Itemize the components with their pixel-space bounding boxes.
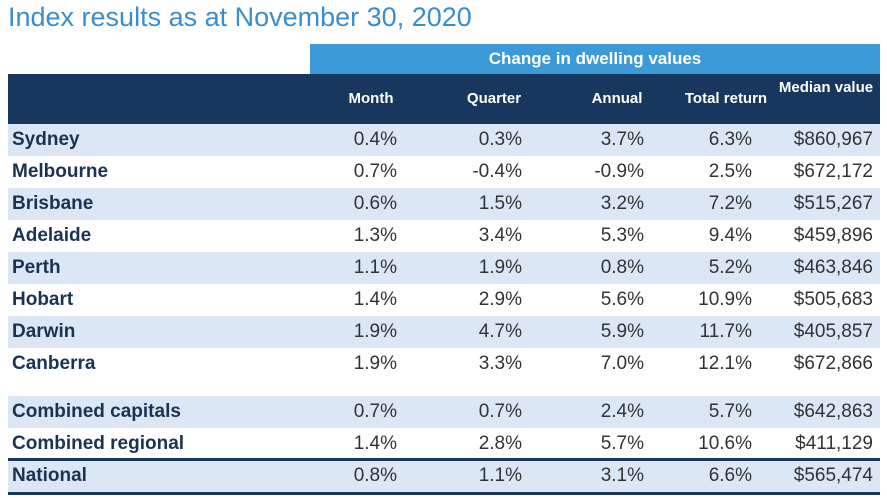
cell: 0.3% bbox=[478, 129, 522, 150]
cell: 3.4% bbox=[478, 225, 522, 246]
cell: 0.7% bbox=[478, 401, 522, 422]
table-row: Canberra 1.9% 3.3% 7.0% 12.1% $672,866 bbox=[8, 348, 880, 380]
cell: 0.8% bbox=[600, 257, 644, 278]
cell: 3.3% bbox=[478, 353, 522, 374]
cell: 1.4% bbox=[353, 433, 397, 454]
rule bbox=[8, 458, 880, 461]
row-label: Combined regional bbox=[12, 433, 185, 454]
cell: 1.3% bbox=[353, 225, 397, 246]
cell: 3.1% bbox=[600, 465, 644, 486]
cell: $565,474 bbox=[793, 465, 873, 486]
cell: 0.6% bbox=[353, 193, 397, 214]
row-label: Sydney bbox=[12, 129, 80, 150]
cell: 7.0% bbox=[600, 353, 644, 374]
title: Index results as at November 30, 2020 bbox=[8, 2, 472, 32]
row-label: National bbox=[12, 465, 87, 486]
cell: -0.4% bbox=[472, 161, 522, 182]
cell: 0.7% bbox=[353, 161, 397, 182]
table-row: National 0.8% 1.1% 3.1% 6.6% $565,474 bbox=[8, 460, 880, 492]
table-row: Melbourne 0.7% -0.4% -0.9% 2.5% $672,172 bbox=[8, 156, 880, 188]
table-row: Darwin 1.9% 4.7% 5.9% 11.7% $405,857 bbox=[8, 316, 880, 348]
cell: 5.2% bbox=[708, 257, 752, 278]
cell: 1.4% bbox=[353, 289, 397, 310]
cell: 7.2% bbox=[708, 193, 752, 214]
cell: 1.1% bbox=[478, 465, 522, 486]
cell: 11.7% bbox=[699, 321, 752, 342]
rule bbox=[8, 492, 880, 495]
column-header: Total return bbox=[684, 90, 768, 107]
cell: 4.7% bbox=[478, 321, 522, 342]
cell: -0.9% bbox=[594, 161, 644, 182]
table-row: Combined capitals 0.7% 0.7% 2.4% 5.7% $642,86… bbox=[8, 396, 880, 428]
column-header: Median value bbox=[778, 79, 874, 96]
cell: 0.7% bbox=[353, 401, 397, 422]
table-row: Adelaide 1.3% 3.4% 5.3% 9.4% $459,896 bbox=[8, 220, 880, 252]
cell: 1.1% bbox=[353, 257, 397, 278]
cell: 5.9% bbox=[600, 321, 644, 342]
cell: 2.4% bbox=[600, 401, 644, 422]
cell: 10.6% bbox=[698, 433, 752, 454]
cell: 12.1% bbox=[698, 353, 752, 374]
cell: 2.9% bbox=[478, 289, 522, 310]
group-header: Change in dwelling values bbox=[310, 44, 880, 74]
cell: 1.9% bbox=[478, 257, 522, 278]
cell: $459,896 bbox=[793, 225, 873, 246]
column-header: Quarter bbox=[466, 90, 522, 107]
cell: 2.5% bbox=[708, 161, 752, 182]
cell: $672,172 bbox=[793, 161, 873, 182]
column-header: Annual bbox=[591, 90, 643, 107]
row-label: Melbourne bbox=[12, 161, 109, 182]
cell: 1.9% bbox=[353, 353, 397, 374]
cell: 6.3% bbox=[708, 129, 752, 150]
cell: 0.8% bbox=[353, 465, 397, 486]
cell: 5.7% bbox=[708, 401, 752, 422]
row-label: Canberra bbox=[12, 353, 96, 374]
cell: $505,683 bbox=[793, 289, 873, 310]
cell: $411,129 bbox=[795, 433, 873, 454]
row-label: Combined capitals bbox=[12, 401, 181, 422]
cell: 9.4% bbox=[708, 225, 752, 246]
cell: $515,267 bbox=[793, 193, 873, 214]
column-header: Month bbox=[348, 90, 394, 107]
cell: 5.3% bbox=[600, 225, 644, 246]
cell: 1.5% bbox=[478, 193, 522, 214]
table-row: Combined regional 1.4% 2.8% 5.7% 10.6% $411,1… bbox=[8, 428, 880, 460]
cell: 2.8% bbox=[478, 433, 522, 454]
cell: 5.7% bbox=[600, 433, 644, 454]
cell: $860,967 bbox=[793, 129, 873, 150]
column-header-row: Month Quarter Annual Total return Median val… bbox=[8, 74, 880, 124]
cell: 0.4% bbox=[353, 129, 397, 150]
table-row: Sydney 0.4% 0.3% 3.7% 6.3% $860,967 bbox=[8, 124, 880, 156]
row-label: Hobart bbox=[12, 289, 74, 310]
cell: $672,866 bbox=[793, 353, 873, 374]
cell: 6.6% bbox=[708, 465, 752, 486]
cell: $463,846 bbox=[793, 257, 873, 278]
cell: 3.7% bbox=[600, 129, 644, 150]
cell: 3.2% bbox=[600, 193, 644, 214]
cell: $405,857 bbox=[793, 321, 873, 342]
table-row: Perth 1.1% 1.9% 0.8% 5.2% $463,846 bbox=[8, 252, 880, 284]
row-label: Perth bbox=[12, 257, 61, 278]
cell: 10.9% bbox=[698, 289, 752, 310]
cell: 1.9% bbox=[353, 321, 397, 342]
row-label: Adelaide bbox=[12, 225, 92, 246]
cell: $642,863 bbox=[793, 401, 873, 422]
row-label: Darwin bbox=[12, 321, 76, 342]
cell: 5.6% bbox=[600, 289, 644, 310]
table-row: Brisbane 0.6% 1.5% 3.2% 7.2% $515,267 bbox=[8, 188, 880, 220]
row-label: Brisbane bbox=[12, 193, 94, 214]
table-row: Hobart 1.4% 2.9% 5.6% 10.9% $505,683 bbox=[8, 284, 880, 316]
